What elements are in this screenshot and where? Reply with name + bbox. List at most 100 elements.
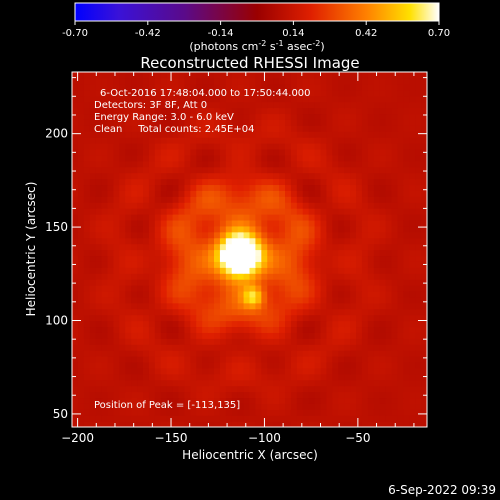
heatmap-cell: [72, 403, 79, 410]
heatmap-cell: [367, 143, 375, 150]
heatmap-cell: [160, 107, 168, 115]
heatmap-cell: [184, 95, 191, 103]
heatmap-cell: [391, 379, 399, 387]
heatmap-cell: [190, 160, 197, 168]
heatmap-cell: [391, 243, 399, 251]
heatmap-cell: [131, 415, 138, 422]
heatmap-cell: [285, 379, 292, 387]
heatmap-cell: [113, 243, 120, 251]
heatmap-cell: [160, 415, 168, 422]
heatmap-cell: [125, 137, 132, 144]
heatmap-cell: [421, 397, 427, 404]
heatmap-cell: [379, 261, 387, 268]
heatmap-cell: [255, 225, 262, 233]
heatmap-cell: [391, 308, 399, 316]
heatmap-cell: [172, 219, 180, 227]
heatmap-cell: [332, 397, 339, 404]
heatmap-cell: [415, 225, 422, 233]
heatmap-cell: [119, 338, 126, 345]
heatmap-cell: [350, 125, 357, 132]
heatmap-cell: [225, 379, 233, 387]
heatmap-cell: [273, 72, 280, 79]
heatmap-cell: [202, 261, 209, 268]
heatmap-cell: [415, 72, 422, 79]
heatmap-cell: [166, 409, 174, 416]
heatmap-cell: [285, 113, 292, 120]
heatmap-cell: [344, 409, 351, 416]
heatmap-cell: [255, 279, 262, 286]
heatmap-cell: [421, 214, 427, 221]
heatmap-cell: [154, 332, 162, 339]
heatmap-cell: [338, 255, 345, 262]
heatmap-cell: [373, 391, 381, 399]
heatmap-cell: [219, 72, 227, 79]
heatmap-cell: [391, 285, 399, 292]
heatmap-cell: [208, 285, 215, 292]
heatmap-cell: [332, 214, 339, 221]
heatmap-cell: [137, 148, 144, 156]
heatmap-cell: [131, 125, 138, 132]
heatmap-cell: [208, 320, 215, 328]
heatmap-cell: [178, 367, 186, 375]
heatmap-cell: [279, 101, 286, 109]
heatmap-cell: [202, 290, 209, 298]
heatmap-cell: [166, 344, 174, 351]
heatmap-cell: [77, 202, 85, 209]
heatmap-cell: [344, 101, 351, 109]
heatmap-cell: [95, 202, 103, 209]
heatmap-cell: [385, 77, 393, 85]
heatmap-cell: [338, 397, 345, 404]
heatmap-cell: [243, 237, 251, 245]
heatmap-cell: [143, 214, 150, 221]
heatmap-cell: [77, 373, 85, 381]
heatmap-cell: [190, 196, 197, 203]
heatmap-cell: [285, 261, 292, 268]
heatmap-cell: [225, 101, 233, 109]
heatmap-cell: [148, 83, 156, 91]
heatmap-cell: [397, 261, 404, 268]
heatmap-cell: [137, 143, 144, 150]
heatmap-cell: [89, 397, 97, 404]
heatmap-cell: [326, 255, 333, 262]
heatmap-cell: [113, 273, 120, 280]
heatmap-cell: [302, 202, 310, 209]
heatmap-cell: [326, 125, 333, 132]
heatmap-cell: [361, 273, 369, 280]
heatmap-cell: [143, 113, 150, 120]
heatmap-cell: [83, 190, 91, 197]
heatmap-cell: [95, 379, 103, 387]
heatmap-cell: [101, 119, 109, 126]
heatmap-cell: [89, 403, 97, 410]
heatmap-cell: [302, 148, 310, 156]
heatmap-cell: [261, 279, 268, 286]
heatmap-cell: [326, 296, 333, 304]
heatmap-cell: [314, 302, 322, 310]
heatmap-cell: [95, 385, 103, 393]
heatmap-cell: [72, 178, 79, 186]
heatmap-cell: [415, 326, 422, 333]
heatmap-cell: [314, 367, 322, 375]
heatmap-cell: [107, 219, 115, 227]
heatmap-cell: [196, 320, 203, 328]
heatmap-cell: [267, 208, 274, 215]
heatmap-cell: [225, 361, 233, 369]
heatmap-cell: [231, 219, 239, 227]
heatmap-cell: [356, 77, 363, 85]
heatmap-cell: [214, 403, 221, 410]
heatmap-cell: [261, 107, 268, 115]
heatmap-cell: [143, 421, 150, 427]
heatmap-cell: [225, 89, 233, 97]
heatmap-cell: [190, 415, 197, 422]
heatmap-cell: [137, 261, 144, 268]
heatmap-cell: [290, 101, 298, 109]
heatmap-cell: [320, 208, 328, 215]
heatmap-cell: [89, 243, 97, 251]
heatmap-cell: [249, 350, 257, 357]
heatmap-cell: [279, 166, 286, 174]
heatmap-cell: [391, 172, 399, 180]
heatmap-cell: [403, 397, 410, 404]
heatmap-cell: [397, 379, 404, 387]
heatmap-cell: [367, 148, 375, 156]
heatmap-cell: [314, 356, 322, 363]
heatmap-cell: [214, 367, 221, 375]
